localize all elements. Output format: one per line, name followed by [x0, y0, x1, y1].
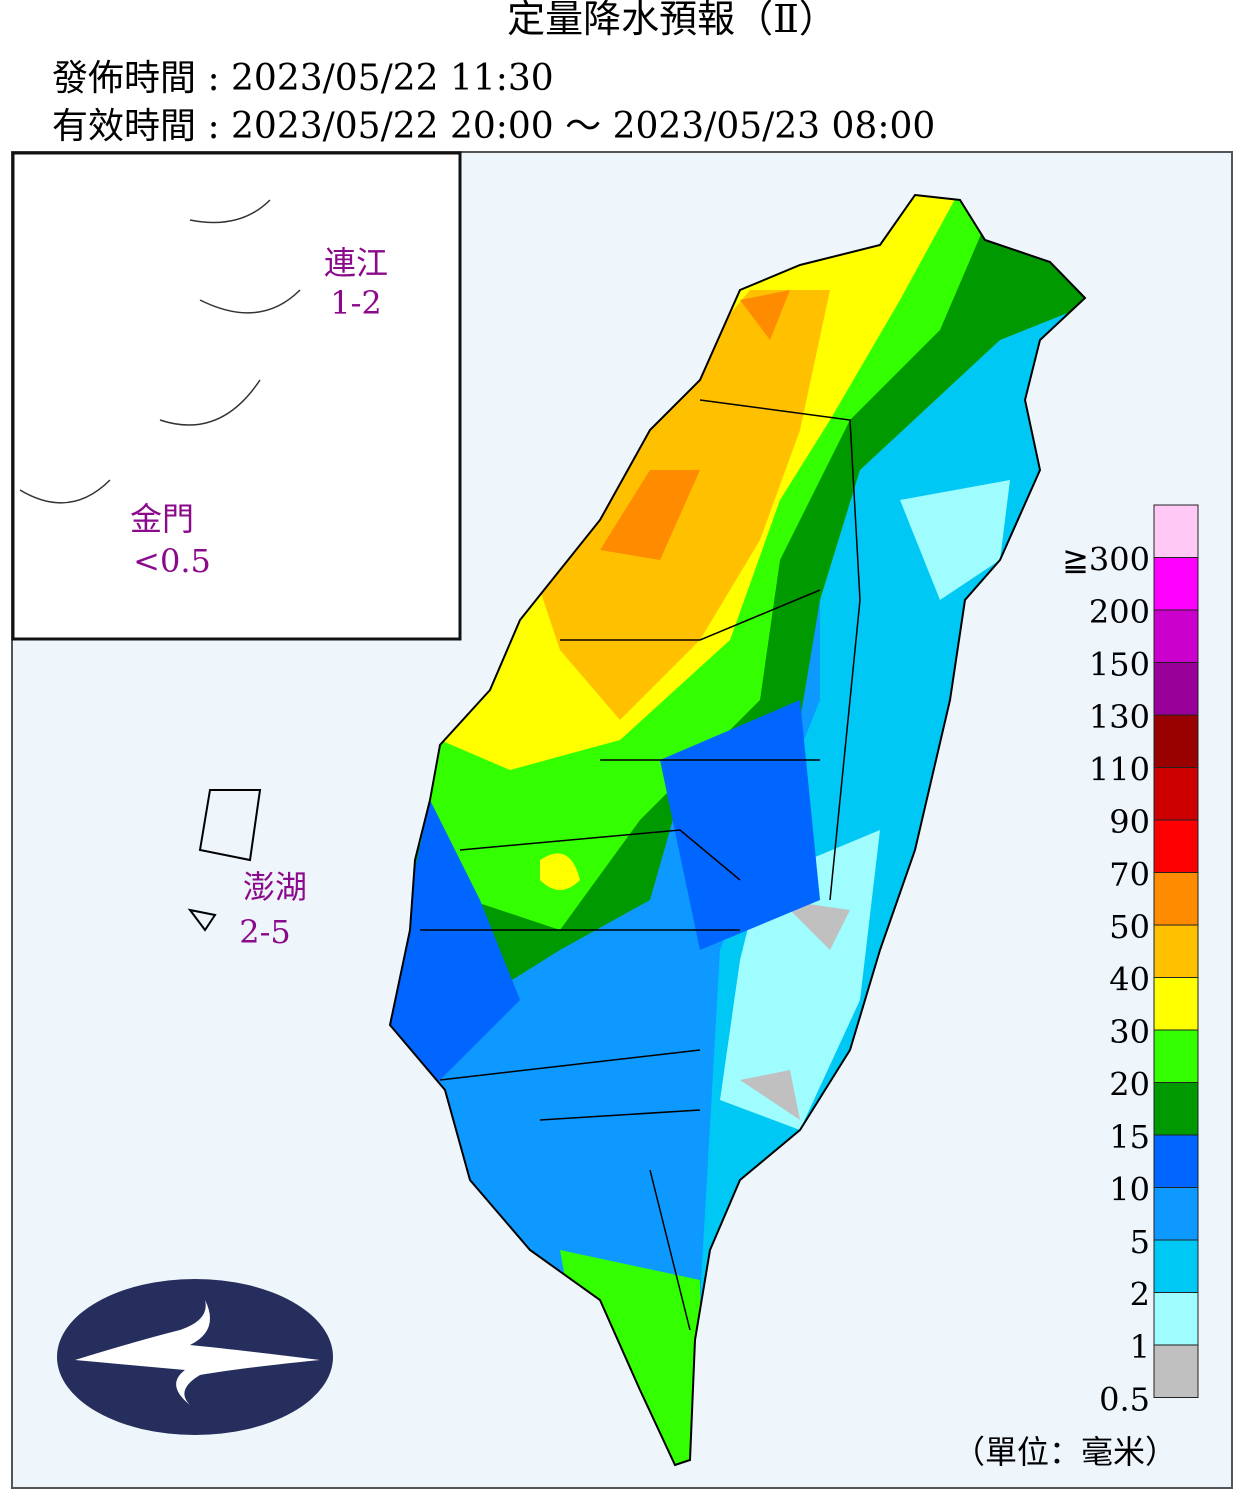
coastline	[388, 193, 1087, 1467]
legend-label: 0.5	[1099, 1381, 1150, 1419]
legend-swatch	[1153, 1134, 1199, 1188]
island-name: 連江	[324, 244, 388, 282]
legend-label: 130	[1089, 698, 1150, 736]
legend-swatch	[1153, 767, 1199, 821]
island-name: 金門	[130, 500, 194, 538]
unit-note: （單位：毫米）	[953, 1433, 1177, 1471]
legend-swatch	[1153, 557, 1199, 611]
legend-label: 200	[1089, 593, 1150, 631]
legend-swatch	[1153, 1292, 1199, 1346]
legend-swatch	[1153, 924, 1199, 978]
cwb-logo-swirl	[75, 1300, 320, 1405]
legend-swatch	[1153, 662, 1199, 716]
map-title: 定量降水預報（Ⅱ）	[507, 0, 837, 41]
legend-label: 40	[1109, 961, 1150, 999]
legend-label: 70	[1109, 856, 1150, 894]
legend-swatch	[1153, 1029, 1199, 1083]
legend-swatch	[1153, 819, 1199, 873]
island-name: 澎湖	[243, 868, 307, 906]
legend-swatch	[1153, 609, 1199, 663]
island-range: <0.5	[133, 542, 211, 580]
legend-label: 5	[1130, 1223, 1150, 1261]
legend-label: 20	[1109, 1066, 1150, 1104]
legend-label: ≧300	[1062, 541, 1150, 579]
legend-label: 90	[1109, 803, 1150, 841]
legend-swatch	[1153, 1344, 1199, 1398]
legend-label: 15	[1109, 1118, 1150, 1156]
legend-swatch	[1153, 1187, 1199, 1241]
legend-swatch	[1153, 714, 1199, 768]
legend: ≧300 200 150 130 110 90 70 50 40 30 20 15 10 5 2 1 0.5	[1062, 504, 1199, 1419]
legend-label: 30	[1109, 1013, 1150, 1051]
legend-label: 150	[1089, 646, 1150, 684]
legend-swatch	[1153, 872, 1199, 926]
legend-label: 50	[1109, 908, 1150, 946]
coastline	[19, 199, 301, 504]
penghu-outline	[187, 789, 262, 932]
legend-swatch	[1153, 1239, 1199, 1293]
legend-label: 2	[1130, 1276, 1150, 1314]
legend-swatch	[1153, 977, 1199, 1031]
legend-swatch	[1153, 504, 1199, 558]
issue-time: 發佈時間 : 2023/05/22 11:30	[52, 58, 554, 99]
legend-swatch	[1153, 1082, 1199, 1136]
island-range: 1-2	[330, 284, 382, 322]
inset-frame	[11, 151, 462, 641]
county-border	[420, 399, 861, 1331]
legend-label: 110	[1089, 751, 1150, 789]
island-range: 2-5	[239, 913, 291, 951]
valid-time: 有效時間 : 2023/05/22 20:00 ～ 2023/05/23 08:…	[52, 106, 935, 147]
legend-label: 1	[1130, 1328, 1150, 1366]
legend-label: 10	[1109, 1171, 1150, 1209]
